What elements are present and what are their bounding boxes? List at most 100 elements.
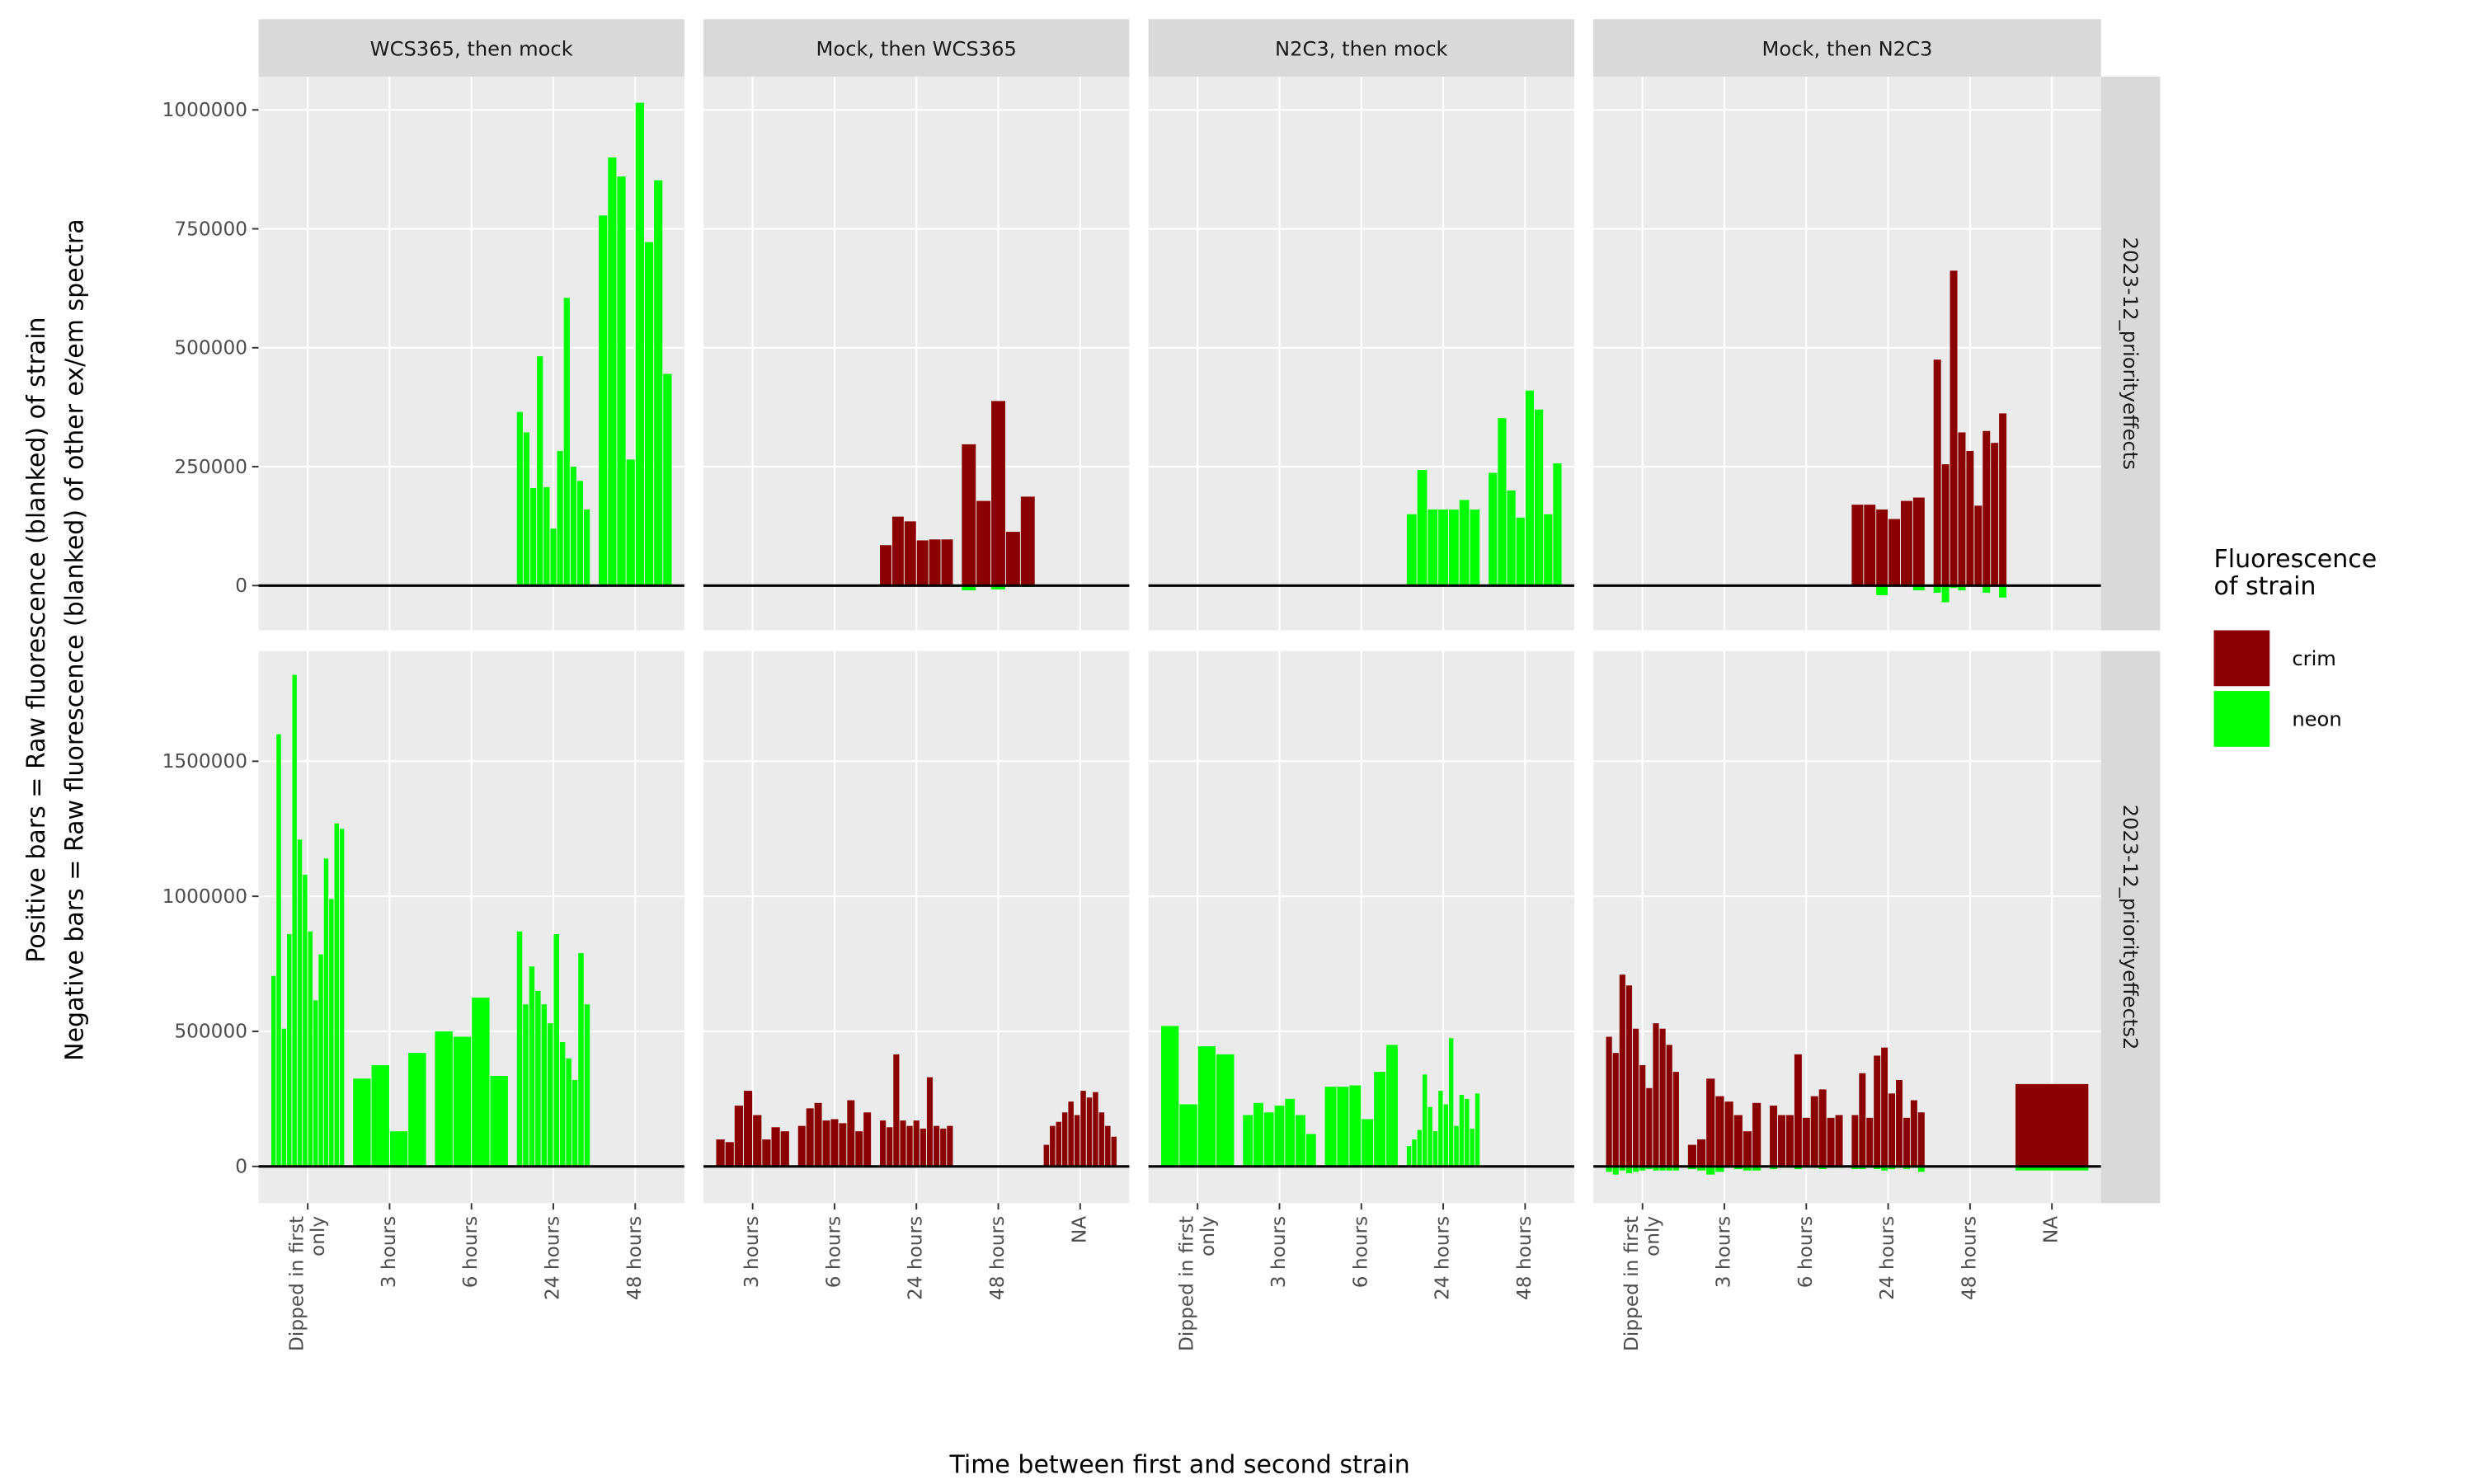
bar	[529, 966, 535, 1167]
x-tick-label: Dipped in firstonly	[1175, 1216, 1219, 1351]
strip	[1593, 19, 2101, 77]
bar	[553, 934, 559, 1167]
bar	[1454, 1125, 1459, 1167]
bar	[1061, 1112, 1068, 1167]
bar	[1525, 390, 1535, 586]
bar	[550, 528, 557, 586]
bar	[1020, 496, 1035, 586]
bar	[1470, 1128, 1475, 1167]
bar	[2015, 1083, 2089, 1167]
bar	[1098, 1112, 1105, 1167]
strip-label: Mock, then WCS365	[816, 38, 1017, 61]
bar	[1903, 1166, 1910, 1170]
bar	[292, 674, 297, 1167]
bar	[1243, 1115, 1253, 1167]
bar	[570, 467, 576, 586]
bar	[1866, 1117, 1874, 1167]
bar	[725, 1142, 734, 1167]
y-tick-label: 1000000	[162, 99, 247, 121]
bar	[1625, 1166, 1633, 1173]
bar	[1666, 1045, 1672, 1167]
bar	[797, 1125, 806, 1167]
bar	[1912, 497, 1925, 586]
x-tick-label: 3 hours	[741, 1216, 763, 1288]
x-tick-label: Dipped in firstonly	[285, 1216, 329, 1351]
bar	[1633, 1166, 1639, 1172]
y-tick-label: 0	[235, 575, 247, 597]
bar	[1835, 1115, 1843, 1167]
bar	[1043, 1144, 1050, 1167]
bar	[1470, 509, 1480, 586]
y-tick-label: 500000	[174, 337, 247, 359]
bar	[334, 823, 339, 1167]
bar	[863, 1112, 872, 1167]
strip-label: 2023-12_priorityeffects	[2119, 237, 2142, 470]
bar	[1696, 1139, 1706, 1167]
bar	[1696, 1166, 1706, 1171]
bar	[743, 1091, 753, 1167]
bar	[1794, 1054, 1802, 1167]
bar	[1770, 1166, 1778, 1170]
bar	[559, 1042, 566, 1167]
bar	[1412, 1139, 1417, 1167]
x-tick-label: 6 hours	[459, 1216, 482, 1288]
bar	[1941, 464, 1950, 586]
bar	[1999, 585, 2007, 598]
bar	[913, 1120, 920, 1167]
bar	[1672, 1072, 1679, 1167]
x-tick-label: 6 hours	[822, 1216, 844, 1288]
strip-label: N2C3, then mock	[1275, 38, 1448, 61]
x-tick-label: 6 hours	[1794, 1216, 1817, 1288]
x-tick-label: NA	[1068, 1216, 1090, 1243]
bar	[329, 899, 334, 1167]
bar	[780, 1131, 789, 1167]
y-tick-label: 0	[235, 1156, 247, 1178]
bar	[1362, 1119, 1374, 1167]
bar	[318, 954, 323, 1167]
bar	[1733, 1115, 1743, 1167]
bar	[920, 1128, 926, 1167]
bar	[1933, 359, 1941, 586]
bar	[1733, 1166, 1743, 1170]
bar	[1851, 505, 1864, 586]
bar	[535, 990, 541, 1167]
bar	[1818, 1089, 1827, 1167]
bar	[635, 102, 644, 586]
bar	[1999, 413, 2007, 586]
x-tick-label: 24 hours	[1432, 1216, 1454, 1300]
bar	[1438, 509, 1448, 586]
x-axis-title: Time between first and second strain	[948, 1450, 1409, 1479]
bar	[1950, 270, 1958, 586]
bar	[663, 373, 672, 586]
strip	[1148, 19, 1574, 77]
bar	[1743, 1131, 1752, 1167]
legend-label: neon	[2292, 708, 2341, 731]
bar	[1625, 985, 1633, 1167]
x-tick-label: 24 hours	[1876, 1216, 1898, 1300]
bar	[1612, 1053, 1619, 1167]
bar	[1659, 1028, 1666, 1167]
bar	[900, 1120, 906, 1167]
bar	[1086, 1097, 1093, 1167]
bar	[1706, 1078, 1715, 1167]
bar	[1982, 430, 1991, 586]
strip	[703, 19, 1130, 77]
bar	[617, 176, 626, 586]
bar	[1752, 1102, 1761, 1167]
bar	[1305, 1134, 1316, 1167]
bar	[1859, 1166, 1866, 1170]
bar	[453, 1036, 472, 1167]
bar	[571, 1079, 578, 1167]
bar	[353, 1078, 371, 1167]
bar	[1917, 1166, 1925, 1172]
bar	[1080, 1091, 1086, 1167]
bar	[771, 1127, 780, 1167]
bar	[1544, 514, 1553, 586]
bar	[1896, 1079, 1903, 1167]
bar	[1093, 1092, 1098, 1167]
bar	[1715, 1096, 1724, 1167]
bar	[1910, 1100, 1917, 1167]
bar	[1465, 1098, 1470, 1167]
bar	[548, 1023, 553, 1167]
x-tick-label: 48 hours	[1513, 1216, 1536, 1300]
